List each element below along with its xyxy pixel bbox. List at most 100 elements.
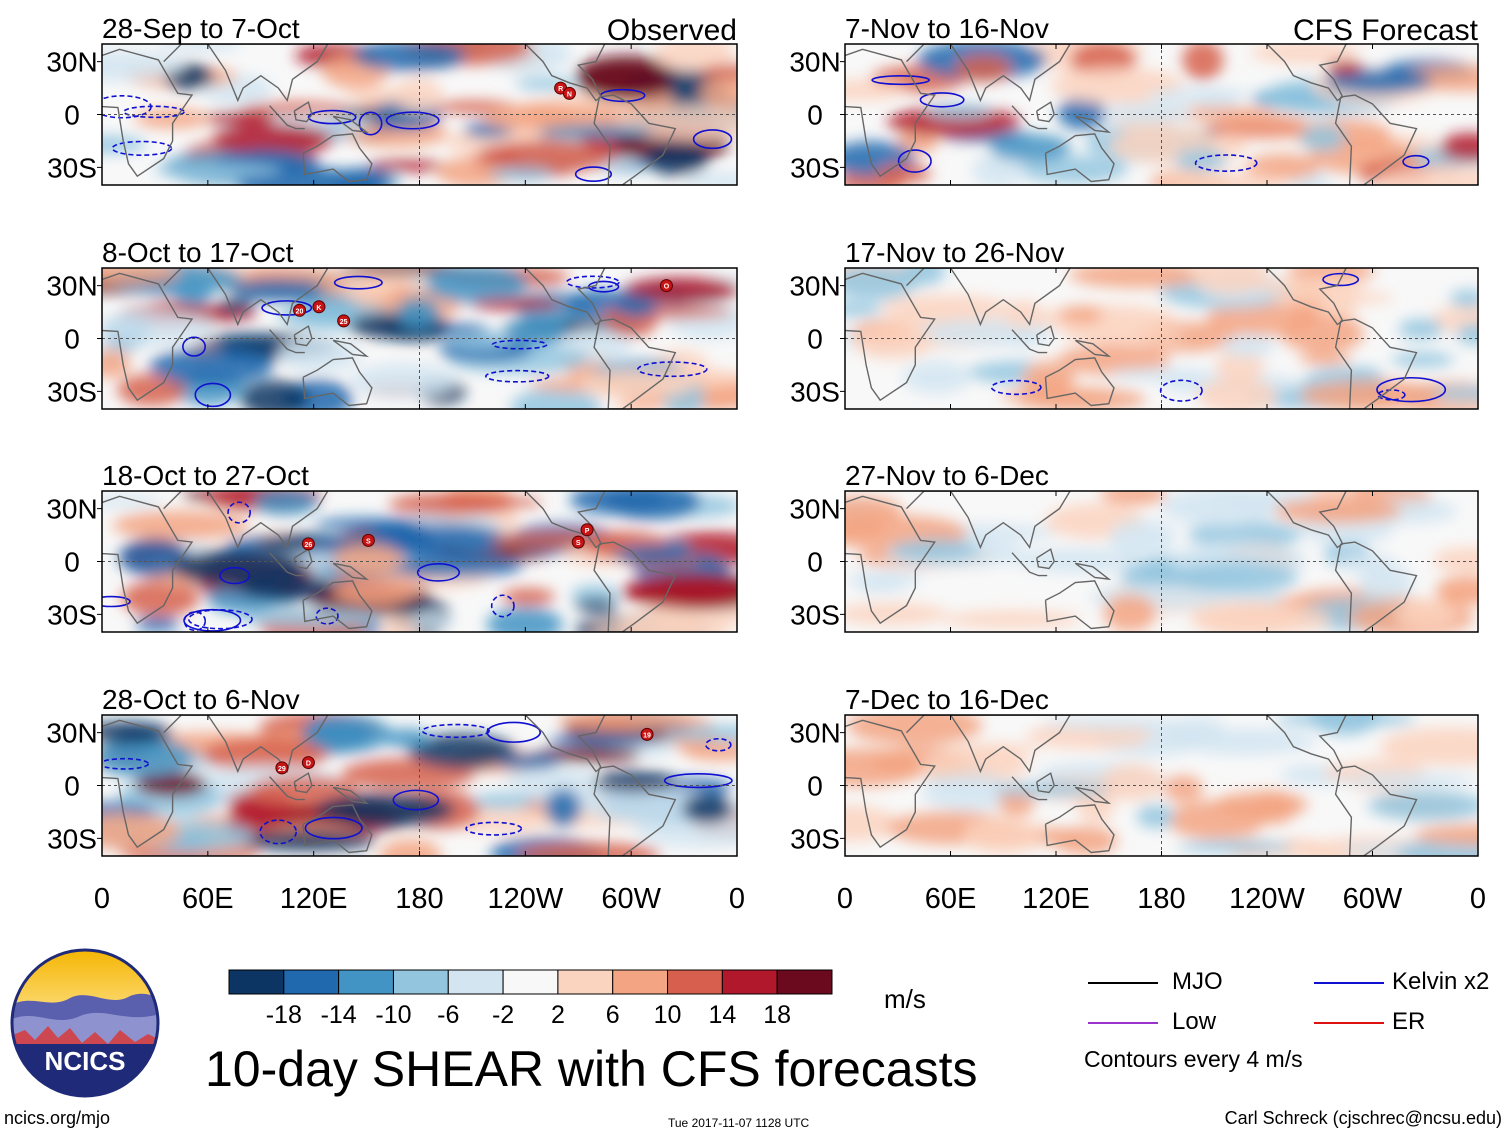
kelvin-contour	[871, 74, 931, 86]
panel-title: 7-Nov to 16-Nov	[845, 13, 1049, 44]
shear-anomaly-blob	[334, 167, 393, 185]
colorbar-tick-label: 2	[551, 1001, 565, 1029]
coastline	[269, 776, 305, 801]
shear-anomaly-blob	[1021, 365, 1074, 396]
coastline	[163, 44, 329, 103]
shear-anomaly-blob	[510, 387, 602, 409]
colorbar-tick-label: 18	[763, 1001, 791, 1029]
credit: Carl Schreck (cjschrec@ncsu.edu)	[1224, 1108, 1502, 1128]
shear-anomaly-blob	[102, 135, 147, 154]
kelvin-contour	[1377, 389, 1406, 401]
shear-anomaly-blob	[1324, 69, 1432, 94]
lon-tick-label: 0	[94, 883, 110, 915]
colorbar-tick-label: -14	[321, 1001, 357, 1029]
storm-label: D	[306, 761, 311, 768]
coastline	[1266, 715, 1347, 773]
storm-marker: D	[301, 756, 315, 770]
panel-title: 28-Sep to 7-Oct	[102, 13, 300, 44]
storm-marker: S	[361, 533, 375, 547]
shear-anomaly-blob	[685, 740, 737, 762]
lon-tick-label: 180	[395, 883, 443, 915]
shear-anomaly-blob	[577, 63, 672, 101]
shear-anomaly-blob	[470, 297, 564, 311]
lat-tick-label: 30S	[47, 376, 97, 407]
shear-anomaly-blob	[1190, 268, 1269, 295]
shear-anomaly-blob	[1250, 44, 1360, 64]
shear-anomaly-blob	[1100, 764, 1165, 801]
panel-title: 27-Nov to 6-Dec	[845, 460, 1049, 491]
legend-kelvin-line	[1314, 982, 1384, 984]
storm-label: 19	[643, 732, 651, 739]
coastline	[593, 541, 677, 632]
legend-low-line	[1088, 1022, 1158, 1024]
shear-anomaly-blob	[1109, 519, 1176, 557]
shear-anomaly-blob	[379, 838, 442, 856]
storm-marker: N	[562, 86, 576, 100]
shear-anomaly-blob	[102, 268, 181, 285]
shear-anomaly-blob	[112, 510, 250, 540]
map-panel: 20 K 25 O 30N 0 30S 8-Oct to 17-Oct	[46, 237, 738, 410]
site-link[interactable]: ncics.org/mjo	[4, 1108, 111, 1128]
coastline	[1334, 94, 1418, 185]
shear-anomaly-blob	[1414, 824, 1478, 846]
coastline	[1044, 357, 1115, 407]
shear-anomaly-blob	[212, 123, 334, 156]
coastline	[102, 719, 194, 849]
colorbar-tick-label: 10	[654, 1001, 682, 1029]
kelvin-contour	[183, 611, 207, 632]
shear-anomaly-blob	[1449, 289, 1478, 308]
lon-tick-label: 180	[1137, 883, 1185, 915]
shear-anomaly-blob	[134, 108, 211, 129]
shear-anomaly-blob	[921, 775, 1022, 811]
coastline	[332, 115, 370, 134]
shear-anomaly-blob	[1299, 379, 1441, 409]
shear-anomaly-blob	[645, 141, 709, 176]
lat-tick-label: 30S	[47, 599, 97, 630]
coastline	[1011, 105, 1048, 130]
panel-corner-label: Observed	[607, 14, 737, 47]
kelvin-contour	[315, 607, 339, 625]
coastline	[1074, 562, 1112, 581]
panel-title: 8-Oct to 17-Oct	[102, 237, 294, 268]
coastline	[1266, 268, 1347, 326]
kelvin-contour	[385, 111, 440, 130]
coastline	[1044, 580, 1115, 630]
shear-anomaly-blob	[216, 298, 255, 313]
map-panel: 30N 0 30S 7-Nov to 16-Nov CFS Forecast	[789, 13, 1479, 186]
coastline	[102, 272, 194, 402]
units-label: m/s	[884, 984, 926, 1014]
shear-anomaly-blob	[516, 842, 662, 856]
colorbar-swatch	[283, 969, 340, 995]
map-panel: 30N 0 30S 7-Dec to 16-Dec	[789, 684, 1479, 857]
storm-label: 25	[340, 319, 348, 326]
shear-anomaly-blob	[1379, 727, 1478, 766]
colorbar-swatch	[228, 969, 285, 995]
storm-marker: K	[312, 300, 326, 314]
kelvin-contour	[307, 109, 357, 125]
shear-anomaly-blob	[578, 368, 695, 400]
kelvin-contour	[304, 816, 363, 840]
lon-tick-label: 120W	[1229, 883, 1305, 915]
lat-tick-label: 30S	[47, 152, 97, 183]
coastline	[1074, 115, 1112, 134]
shear-anomaly-blob	[383, 728, 432, 749]
colorbar-tick-label: -18	[266, 1001, 302, 1029]
shear-anomaly-blob	[999, 389, 1108, 403]
kelvin-contour	[421, 723, 490, 739]
coastline	[524, 44, 606, 102]
storm-label: 29	[278, 766, 286, 773]
shear-anomaly-blob	[496, 754, 562, 770]
kelvin-contour	[219, 566, 251, 585]
lat-tick-label: 30N	[46, 271, 97, 302]
shear-anomaly-blob	[410, 612, 455, 629]
shear-anomaly-blob	[845, 79, 906, 101]
storm-label: S	[576, 540, 581, 547]
shear-anomaly-blob	[205, 111, 277, 126]
lon-tick-label: 120E	[280, 883, 348, 915]
shear-anomaly-blob	[1201, 604, 1332, 632]
longitude-axes: 0 60E 120E 180 120W 60W 0 0 60E 120E 180 120W 60W 0	[94, 883, 1486, 915]
storm-label: O	[664, 284, 670, 291]
storm-label: P	[585, 528, 590, 535]
colorbar-tick-label: -2	[492, 1001, 514, 1029]
legend-er-line	[1314, 1022, 1384, 1024]
